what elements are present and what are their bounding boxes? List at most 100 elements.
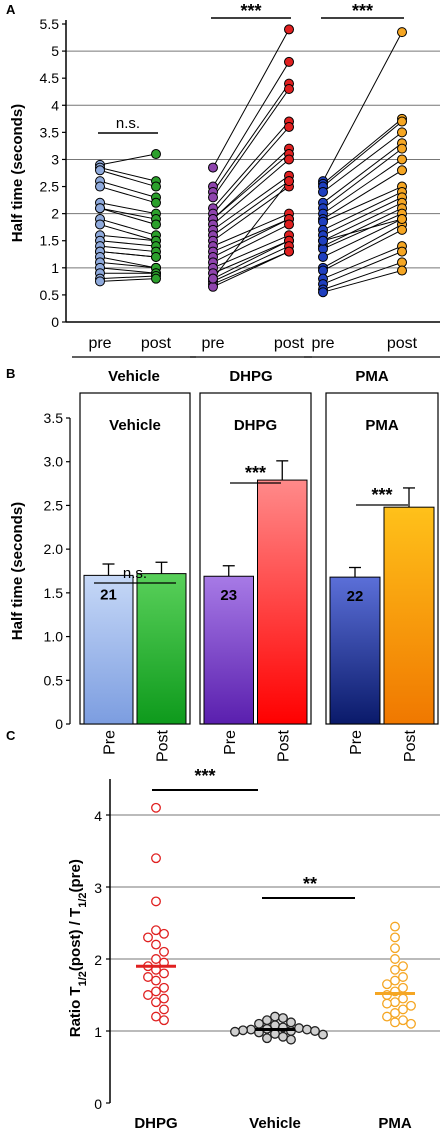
ratio-point [398, 982, 408, 993]
pair-line [212, 218, 290, 253]
pair-line [322, 202, 403, 242]
pair-line [322, 131, 403, 193]
group-frame [325, 392, 439, 725]
y-tick-label: 2 [94, 952, 102, 968]
post-point [397, 154, 407, 165]
post-point [151, 251, 161, 262]
ratio-point [390, 954, 400, 964]
x-tick-label: Post [402, 729, 419, 762]
ratio-point [278, 1031, 288, 1042]
pair-line [322, 213, 403, 250]
ratio-point [302, 1024, 312, 1035]
y-tick-label: 0 [94, 1096, 102, 1112]
ratio-point [390, 921, 400, 932]
pair-line [322, 121, 403, 187]
significance-label: *** [371, 485, 392, 505]
ratio-point [286, 1017, 296, 1028]
pre-point [95, 276, 105, 287]
post-point [151, 273, 161, 284]
pre-point [95, 203, 105, 214]
ratio-point [151, 975, 161, 986]
post-point [284, 154, 294, 165]
ratio-point [151, 1011, 161, 1022]
pre-point [318, 287, 328, 298]
pair-line [212, 175, 290, 231]
n-label: 23 [220, 587, 237, 604]
pair-line [99, 278, 157, 282]
ratio-point [278, 1013, 288, 1023]
ratio-point [151, 997, 161, 1008]
bar [383, 506, 435, 725]
pair-line [322, 207, 403, 247]
y-tick-label: 1.0 [44, 629, 64, 645]
significance-label: *** [245, 463, 266, 483]
pre-point [95, 181, 105, 192]
x-tick-label-post: post [274, 335, 305, 352]
ratio-point [286, 1034, 296, 1045]
pair-line [322, 142, 403, 204]
pair-line [212, 121, 290, 209]
pair-line [99, 251, 157, 258]
panel-c-letter: C [6, 728, 16, 743]
x-tick-label-post: post [387, 335, 418, 352]
bar [203, 575, 254, 725]
ratio-point [151, 925, 161, 936]
y-axis-label-part: (post) / T [67, 908, 84, 971]
x-tick-label-pre: pre [201, 335, 224, 352]
pair-line [212, 159, 290, 225]
ratio-point [382, 998, 392, 1009]
pre-point [208, 192, 218, 203]
y-tick-label: 3 [94, 880, 102, 896]
group-frame [79, 392, 191, 725]
significance-label: n.s. [123, 565, 147, 582]
bar [83, 574, 134, 725]
x-tick-label: Post [155, 729, 172, 762]
pair-line [322, 251, 403, 285]
ratio-point [398, 993, 408, 1004]
ratio-point [398, 972, 408, 982]
y-tick-label: 3.5 [44, 410, 64, 426]
post-point [397, 265, 407, 276]
ratio-point [151, 853, 161, 864]
group-frame [199, 392, 312, 725]
y-axis-label: Ratio T1/2(post) / T1/2(pre) [67, 859, 89, 1037]
ratio-point [143, 990, 153, 1000]
bar [257, 479, 308, 725]
y-tick-label: 4.5 [40, 70, 60, 86]
post-point [284, 84, 294, 95]
pair-line [322, 218, 403, 242]
post-point [397, 143, 407, 154]
x-tick-label: PMA [378, 1115, 412, 1132]
y-tick-label: 4 [51, 97, 59, 113]
group-title: PMA [365, 417, 399, 434]
pair-line [99, 267, 157, 274]
pair-line [322, 270, 403, 293]
post-point [397, 224, 407, 235]
ratio-point [151, 986, 161, 997]
x-tick-label-post: post [141, 335, 172, 352]
pair-line [99, 218, 157, 236]
post-point [397, 116, 407, 127]
pair-line [99, 261, 157, 269]
ratio-point [246, 1024, 256, 1035]
pair-line [322, 229, 403, 271]
pair-line [322, 196, 403, 236]
ratio-point [230, 1026, 240, 1037]
panel-b-letter: B [6, 366, 15, 381]
pair-line [99, 153, 157, 166]
ratio-point [390, 975, 400, 986]
post-point [397, 27, 407, 38]
ratio-point [398, 1004, 408, 1015]
pair-line [212, 148, 290, 220]
ratio-point [159, 928, 169, 939]
ratio-point [318, 1029, 328, 1040]
pre-point [318, 235, 328, 246]
ratio-point [390, 932, 400, 943]
pair-line [322, 218, 403, 258]
post-point [397, 127, 407, 138]
group-label: Vehicle [108, 368, 160, 385]
y-tick-label: 1 [94, 1024, 102, 1040]
pair-line [99, 202, 157, 215]
y-tick-label: 1 [51, 260, 59, 276]
